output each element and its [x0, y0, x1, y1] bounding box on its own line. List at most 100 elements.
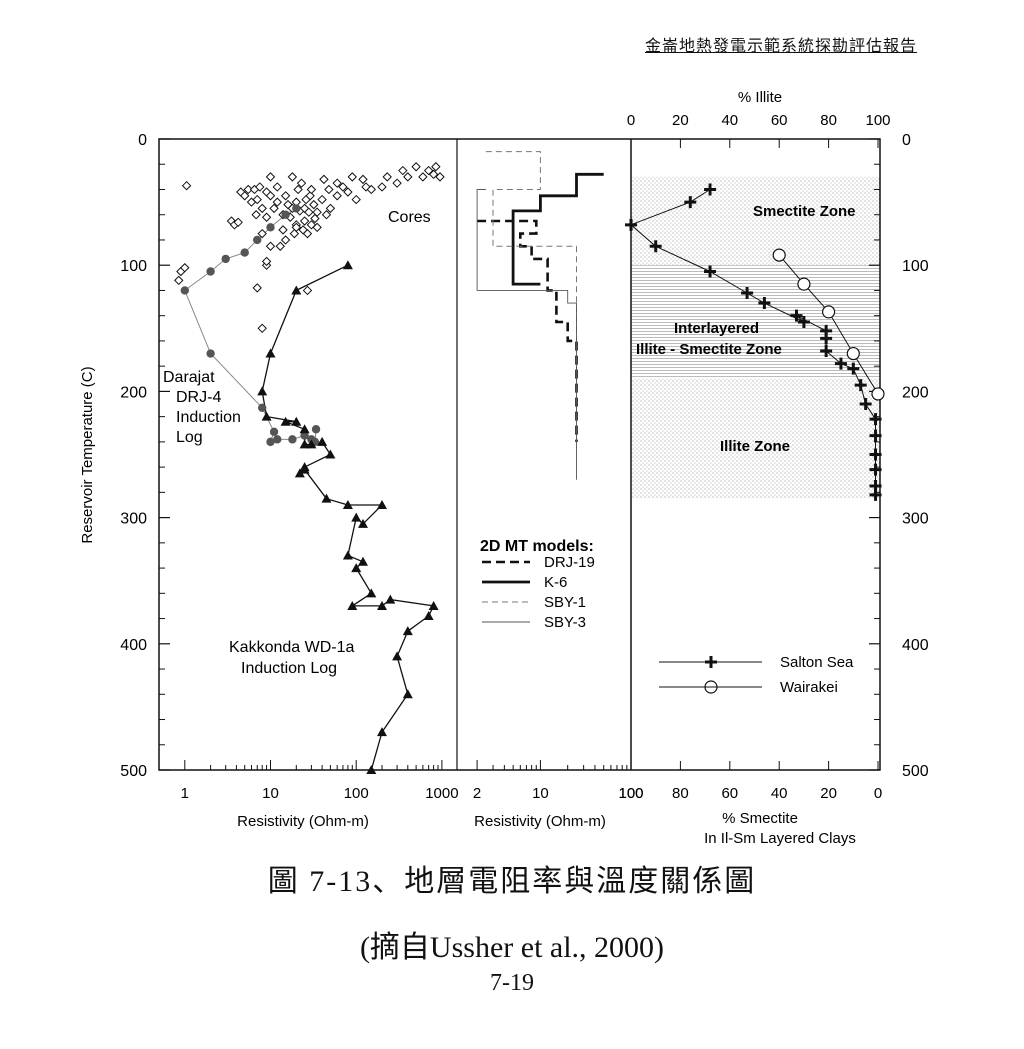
darajat-point	[206, 267, 215, 276]
salton-sea-point	[649, 240, 662, 253]
left-y-tick-label: 100	[120, 258, 147, 275]
cores-point	[180, 263, 190, 273]
left-x-tick-label: 1	[181, 785, 189, 802]
cores-point	[257, 228, 267, 239]
salton-sea-point	[704, 265, 717, 278]
left-y-tick-label: 500	[120, 763, 147, 780]
right-top-tick-label: 80	[820, 112, 837, 129]
cores-point	[347, 172, 357, 182]
kakkonda-point	[299, 424, 310, 434]
middle-x-axis-label: Resistivity (Ohm-m)	[474, 813, 606, 830]
cores-point	[275, 241, 285, 251]
zone-band-0	[631, 176, 880, 266]
kakkonda-point	[423, 611, 434, 621]
cores-point	[272, 182, 282, 192]
kakkonda-point	[351, 563, 362, 573]
cores-point	[423, 165, 434, 176]
cores-point	[319, 174, 329, 185]
cores-point	[382, 172, 392, 182]
right-y-tick-label: 200	[902, 384, 929, 401]
annotation-drj4: DRJ-4	[176, 389, 221, 406]
cores-point	[261, 212, 272, 222]
salton-sea-point	[741, 286, 754, 299]
zone-band-2	[631, 378, 880, 499]
mt-legend-label: SBY-1	[544, 594, 586, 611]
salton-sea-point	[834, 357, 847, 370]
kakkonda-point	[280, 416, 291, 426]
wairakei-point	[797, 277, 811, 291]
cores-point	[265, 172, 276, 182]
salton-sea-point	[869, 413, 882, 426]
series-markers	[174, 162, 885, 774]
cores-point	[332, 178, 342, 188]
right-top-axis-label: % Illite	[738, 89, 782, 106]
right-bottom-tick-label: 40	[771, 785, 788, 802]
darajat-point	[273, 435, 282, 444]
cores-point	[243, 184, 253, 195]
cores-point	[291, 222, 302, 233]
cores-point	[324, 184, 334, 195]
zone-label-interlayered: Interlayered	[674, 320, 759, 337]
middle-x-tick-label: 100	[618, 785, 643, 802]
wairakei-point	[871, 387, 885, 401]
darajat-point	[292, 204, 301, 213]
salton-sea-point	[625, 218, 637, 231]
salton-sea-point	[854, 379, 867, 392]
kakkonda-point	[321, 493, 332, 503]
report-header: 金崙地熱發電示範系統探勘評估報告	[644, 36, 917, 55]
darajat-point	[257, 403, 267, 413]
cores-point	[305, 191, 315, 201]
darajat-line	[184, 207, 317, 443]
kakkonda-point	[299, 439, 310, 449]
darajat-point	[288, 435, 297, 444]
cores-point	[338, 182, 348, 192]
darajat-point	[281, 210, 290, 219]
kakkonda-point	[325, 449, 336, 459]
middle-x-tick-label: 2	[473, 785, 481, 802]
right-bottom-axis-label-2: In Il-Sm Layered Clays	[704, 830, 856, 847]
cores-point	[304, 207, 314, 217]
right-bottom-tick-label: 20	[820, 785, 837, 802]
cores-point	[261, 256, 272, 267]
kakkonda-point	[291, 285, 302, 295]
cores-point	[343, 187, 353, 197]
kakkonda-point	[317, 436, 328, 446]
kakkonda-point	[342, 499, 353, 509]
middle-legend-title: 2D MT models:	[480, 538, 594, 555]
cores-point	[280, 191, 291, 201]
right-bottom-tick-label: 0	[874, 785, 882, 802]
cores-point	[358, 174, 368, 185]
wairakei-legend-label: Wairakei	[780, 679, 838, 696]
cores-point	[306, 184, 317, 195]
left-x-tick-label: 100	[344, 785, 369, 802]
cores-point	[257, 203, 267, 214]
right-top-tick-label: 20	[672, 112, 689, 129]
left-x-tick-label: 10	[262, 785, 279, 802]
darajat-point	[266, 223, 275, 232]
left-y-tick-label: 0	[138, 132, 147, 149]
salton-sea-point	[704, 183, 717, 196]
cores-point	[252, 194, 262, 205]
cores-point	[366, 184, 377, 195]
kakkonda-point	[347, 600, 358, 610]
salton-sea-point	[790, 309, 803, 322]
right-bottom-tick-label: 100	[618, 785, 643, 802]
mt-model-line-sby-1	[485, 151, 577, 449]
annotation-kakkonda: Kakkonda WD-1a	[229, 639, 354, 656]
cores-point	[403, 172, 413, 182]
cores-point	[325, 203, 336, 214]
cores-point	[309, 199, 319, 210]
left-y-tick-label: 300	[120, 511, 147, 528]
cores-point	[181, 180, 192, 191]
zone-label-illite: Illite Zone	[720, 438, 790, 455]
salton-sea-point	[820, 332, 833, 345]
cores-point	[265, 191, 276, 201]
mt-model-line-k-6	[511, 172, 604, 286]
right-y-tick-label: 300	[902, 511, 929, 528]
darajat-point	[269, 427, 279, 436]
kakkonda-point	[402, 626, 413, 636]
kakkonda-point	[257, 386, 268, 396]
kakkonda-point	[428, 600, 439, 610]
